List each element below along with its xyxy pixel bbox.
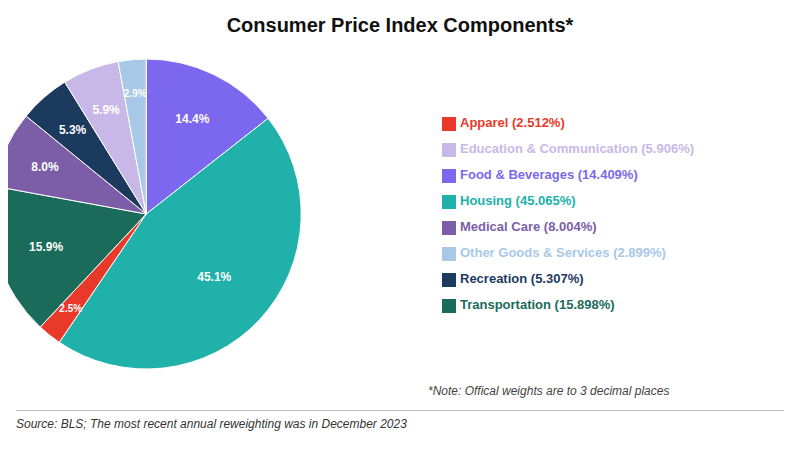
html-text:Recreation (5.307%): Recreation (5.307%)	[460, 271, 584, 286]
svg-text:14.4%: 14.4%	[175, 112, 209, 126]
html-text:Transportation (15.898%): Transportation (15.898%)	[460, 297, 615, 312]
html-text:Food & Beverages (14.409%): Food & Beverages (14.409%)	[460, 167, 638, 182]
svg-text:2.5%: 2.5%	[59, 303, 82, 314]
html-text:Medical Care (8.004%): Medical Care (8.004%)	[460, 219, 597, 234]
html-text:*Note: Offical weights are to: *Note: Offical weights are to 3 decimal …	[428, 384, 670, 398]
svg-text:2.9%: 2.9%	[124, 88, 147, 99]
html-text:Apparel (2.512%): Apparel (2.512%)	[460, 115, 565, 130]
svg-text:8.0%: 8.0%	[31, 160, 59, 174]
html-text:Education & Communication (5.9: Education & Communication (5.906%)	[460, 141, 694, 156]
html-text:Source: BLS; The most recent a: Source: BLS; The most recent annual rewe…	[16, 417, 407, 431]
svg-text:5.3%: 5.3%	[59, 123, 87, 137]
html-text:Housing (45.065%): Housing (45.065%)	[460, 193, 576, 208]
svg-text:15.9%: 15.9%	[29, 240, 63, 254]
html-text:Other Goods & Services (2.899%: Other Goods & Services (2.899%)	[460, 245, 666, 260]
html-text:Consumer Price Index Component: Consumer Price Index Components*	[226, 14, 574, 36]
svg-text:5.9%: 5.9%	[92, 103, 120, 117]
svg-text:45.1%: 45.1%	[197, 270, 231, 284]
